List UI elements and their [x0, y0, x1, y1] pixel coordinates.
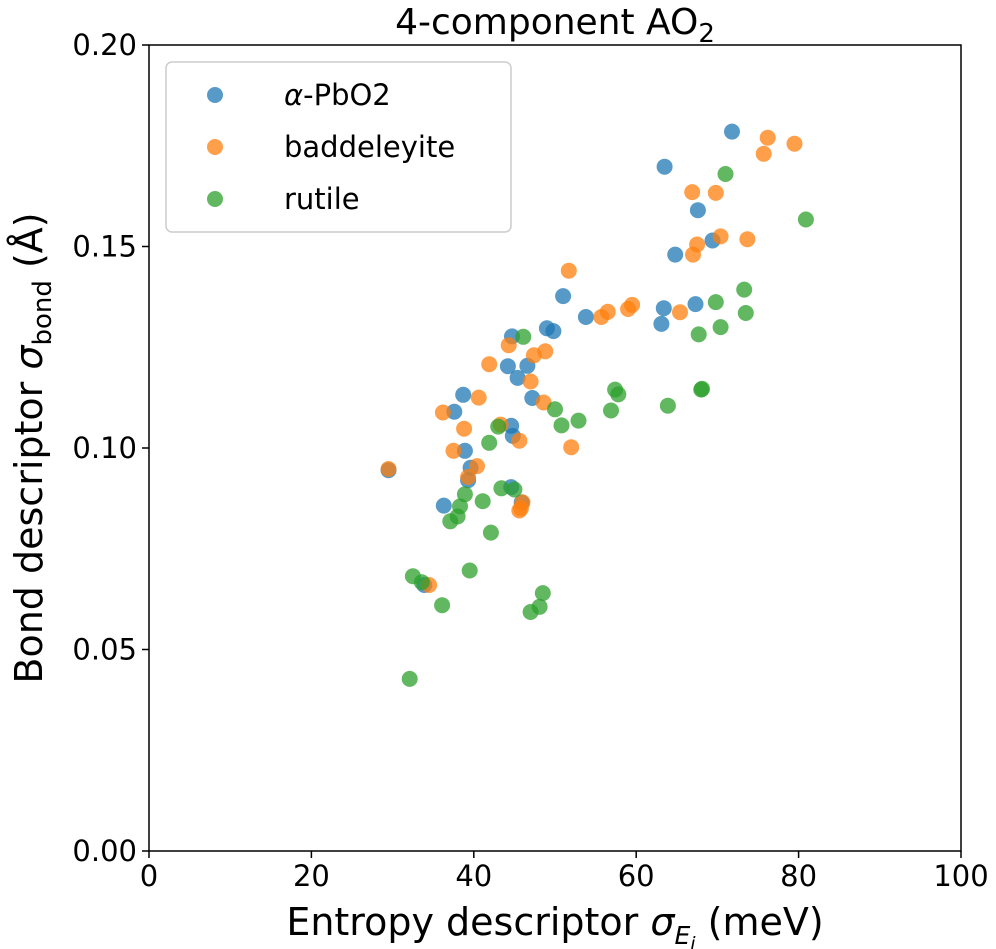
point-pbo2-9	[653, 315, 670, 332]
point-rutile-0	[717, 166, 734, 182]
point-rutile-6	[690, 326, 707, 343]
point-baddeleyite-2	[755, 145, 772, 162]
x-tick-label: 0	[140, 859, 158, 893]
point-baddeleyite-14	[672, 304, 688, 321]
x-tick-label: 100	[933, 859, 988, 893]
point-pbo2-4	[667, 246, 684, 263]
legend-marker-baddeleyite	[207, 139, 223, 155]
point-pbo2-5	[555, 288, 572, 305]
legend-label-baddeleyite: baddeleyite	[284, 130, 455, 164]
point-pbo2-1	[656, 158, 673, 175]
point-rutile-19	[456, 486, 473, 503]
point-rutile-30	[434, 597, 451, 614]
point-rutile-25	[442, 513, 459, 530]
point-rutile-29	[413, 574, 430, 591]
point-baddeleyite-33	[511, 502, 528, 519]
point-baddeleyite-11	[620, 301, 637, 317]
point-baddeleyite-23	[456, 420, 473, 437]
x-tick-label: 20	[293, 859, 330, 893]
x-tick-label: 60	[618, 859, 655, 893]
point-baddeleyite-5	[712, 228, 729, 245]
point-rutile-31	[534, 585, 551, 602]
point-pbo2-25	[435, 497, 452, 514]
y-axis-title: Bond descriptor σbond (Å)	[7, 212, 58, 683]
x-axis-title: Entropy descriptor σEi (meV)	[286, 900, 823, 949]
point-rutile-16	[553, 417, 570, 434]
point-rutile-14	[547, 401, 563, 418]
point-rutile-9	[610, 386, 627, 403]
point-baddeleyite-0	[759, 129, 776, 146]
point-pbo2-18	[446, 403, 463, 420]
point-baddeleyite-17	[500, 337, 517, 354]
point-baddeleyite-20	[470, 389, 487, 406]
x-tick-label: 40	[455, 859, 492, 893]
point-baddeleyite-26	[445, 442, 462, 459]
point-rutile-18	[481, 434, 498, 451]
point-baddeleyite-19	[522, 373, 539, 390]
point-rutile-3	[707, 294, 724, 311]
point-pbo2-17	[455, 386, 472, 403]
y-tick-label: 0.10	[72, 431, 137, 465]
point-rutile-27	[461, 562, 478, 579]
point-rutile-11	[693, 381, 710, 398]
point-pbo2-6	[577, 309, 594, 325]
point-rutile-21	[506, 481, 523, 498]
point-rutile-5	[712, 319, 729, 336]
point-pbo2-7	[655, 300, 672, 317]
point-baddeleyite-22	[434, 404, 451, 421]
point-baddeleyite-28	[469, 458, 485, 475]
legend-label-rutile: rutile	[284, 182, 360, 216]
point-baddeleyite-8	[685, 246, 701, 263]
point-pbo2-15	[509, 369, 526, 386]
point-rutile-34	[401, 670, 418, 687]
point-pbo2-8	[687, 296, 704, 313]
point-rutile-1	[797, 211, 814, 228]
point-baddeleyite-29	[460, 469, 477, 485]
point-pbo2-12	[545, 323, 562, 340]
point-baddeleyite-13	[593, 309, 610, 325]
legend: α-PbO2 baddeleyite rutile	[165, 61, 512, 233]
y-tick-label: 0.15	[72, 230, 137, 264]
point-rutile-22	[474, 493, 491, 510]
point-baddeleyite-30	[380, 461, 397, 477]
point-baddeleyite-1	[786, 135, 803, 152]
y-tick-label: 0.05	[72, 633, 137, 667]
point-pbo2-13	[499, 358, 516, 375]
point-baddeleyite-18	[481, 356, 498, 373]
point-pbo2-21	[456, 442, 473, 459]
point-baddeleyite-4	[707, 184, 724, 201]
y-tick-label: 0.00	[72, 834, 137, 868]
point-rutile-15	[570, 412, 587, 429]
points-layer	[380, 123, 814, 687]
point-baddeleyite-3	[684, 184, 701, 201]
point-pbo2-0	[724, 123, 740, 140]
point-rutile-13	[603, 402, 619, 419]
point-rutile-33	[522, 604, 539, 620]
point-baddeleyite-25	[511, 432, 528, 449]
point-baddeleyite-27	[563, 439, 580, 456]
point-rutile-26	[482, 524, 499, 541]
point-rutile-12	[659, 397, 676, 414]
point-pbo2-2	[689, 202, 706, 219]
legend-marker-rutile	[207, 191, 223, 207]
legend-box	[165, 61, 512, 233]
legend-label-alpha-pbo2: α-PbO2	[284, 78, 391, 112]
chart-title: 4-component AO2	[395, 2, 715, 49]
legend-marker-alpha-pbo2	[207, 87, 223, 103]
point-rutile-4	[737, 305, 754, 321]
y-axis: 0.00 0.05 0.10 0.15 0.20	[72, 28, 149, 868]
x-tick-label: 80	[780, 859, 817, 893]
point-baddeleyite-9	[560, 262, 577, 279]
point-rutile-7	[515, 328, 532, 345]
point-baddeleyite-16	[525, 347, 542, 364]
point-rutile-2	[736, 281, 753, 298]
x-axis: 0 20 40 60 80 100	[140, 851, 989, 893]
y-tick-label: 0.20	[72, 28, 137, 62]
point-baddeleyite-6	[739, 231, 756, 248]
point-rutile-17	[490, 418, 507, 435]
point-rutile-20	[493, 480, 510, 497]
